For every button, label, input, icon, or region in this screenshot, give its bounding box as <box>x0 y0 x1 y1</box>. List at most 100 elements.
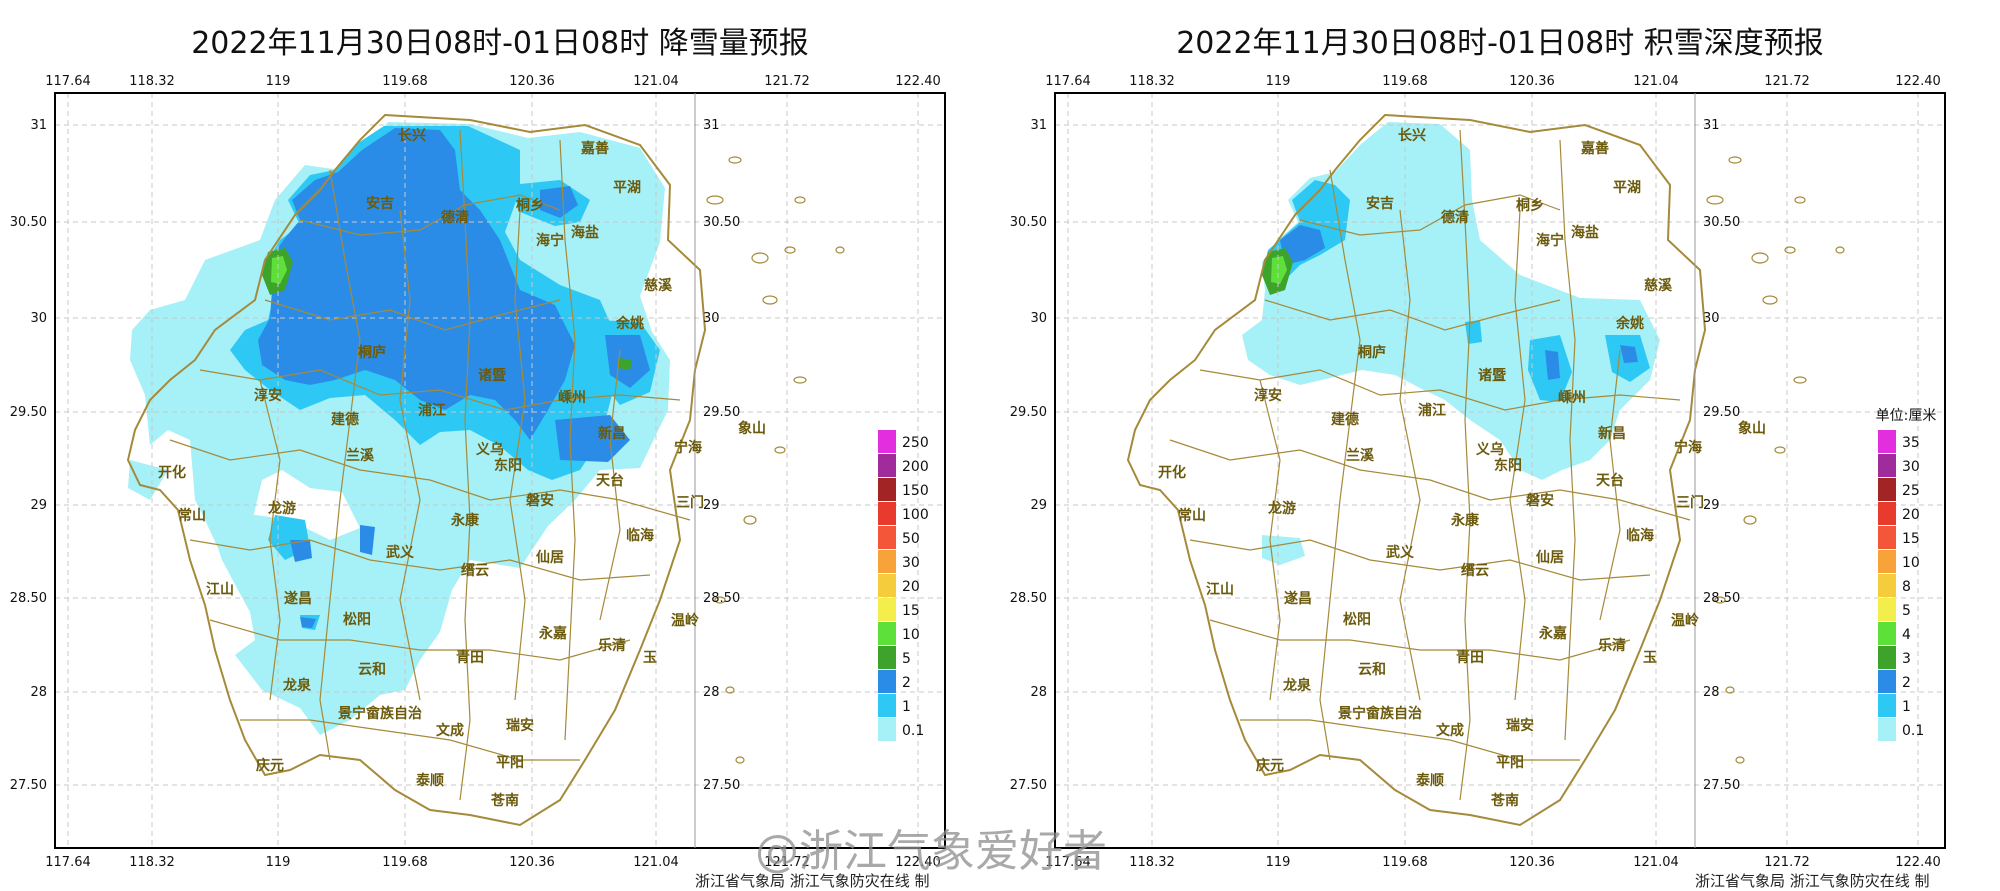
lon-tick-bottom: 118.32 <box>129 855 175 870</box>
city-label: 新昌 <box>598 425 626 442</box>
county-boundary <box>399 209 421 701</box>
lat-tick-left: 27.50 <box>10 778 47 793</box>
province-boundary <box>1126 113 1707 827</box>
lon-tick-top: 118.32 <box>129 74 175 89</box>
lon-tick-bottom: 119 <box>1266 855 1291 870</box>
depth-fill-4 <box>1271 256 1287 284</box>
map-frame: 117.64 117.64 118.32 118.32 119 119 119.68 119.… <box>1010 74 1946 870</box>
city-label: 开化 <box>158 464 186 481</box>
legend-swatch <box>1878 526 1896 549</box>
legend-swatch <box>878 574 896 597</box>
county-boundary <box>1259 379 1281 701</box>
city-label: 缙云 <box>1461 562 1489 579</box>
city-label: 永嘉 <box>1538 625 1567 642</box>
city-label: 浦江 <box>418 402 446 419</box>
snowfall-panel: 2022年11月30日08时-01日08时 降雪量预报 <box>0 0 1000 890</box>
lon-tick-top: 117.64 <box>45 74 91 89</box>
county-boundary <box>1559 139 1576 741</box>
island-outline <box>1735 756 1745 764</box>
county-boundary <box>1459 129 1471 801</box>
island-outline <box>1774 446 1786 454</box>
island-outline <box>1762 295 1778 305</box>
legend-swatch <box>878 670 896 693</box>
legend-swatch <box>1878 430 1896 453</box>
county-boundary <box>1509 209 1526 701</box>
city-label: 淳安 <box>254 387 282 404</box>
city-label: 平阳 <box>496 755 524 771</box>
lat-tick-right: 30 <box>1703 311 1720 326</box>
snowdepth-map-title: 2022年11月30日08时-01日08时 积雪深度预报 <box>1176 26 1824 61</box>
lat-tick-right: 31 <box>1703 118 1720 133</box>
city-label: 泰顺 <box>1415 772 1444 789</box>
city-label: 临海 <box>626 527 654 544</box>
city-label: 苍南 <box>490 792 519 809</box>
city-label: 瑞安 <box>506 717 534 734</box>
island-outline <box>1784 246 1796 254</box>
lat-tick-right: 28 <box>703 685 720 700</box>
city-label: 余姚 <box>615 315 644 332</box>
city-label: 松阳 <box>1343 611 1371 628</box>
city-label: 海宁 <box>1536 232 1564 249</box>
legend-label: 0.1 <box>1902 723 1924 739</box>
city-label: 庆元 <box>256 757 284 774</box>
city-label: 诸暨 <box>478 367 506 384</box>
city-label: 永嘉 <box>538 625 567 642</box>
island-outline <box>835 246 845 254</box>
city-label: 温岭 <box>671 612 699 629</box>
lat-tick-left: 31 <box>30 118 47 133</box>
legend-label: 20 <box>902 579 920 595</box>
island-outline <box>762 295 778 305</box>
island-outline <box>751 252 769 264</box>
lon-tick-bottom: 119.68 <box>382 855 428 870</box>
city-label: 东阳 <box>1494 457 1522 474</box>
city-label: 平湖 <box>1613 180 1641 196</box>
county-boundary <box>599 349 621 621</box>
island-outline <box>784 246 796 254</box>
city-label: 象山 <box>1738 420 1766 437</box>
city-label: 兰溪 <box>1346 447 1375 464</box>
city-label: 龙游 <box>1267 500 1296 517</box>
province-boundary <box>126 113 707 827</box>
legend-label: 5 <box>1902 603 1911 619</box>
snowdepth-panel: 2022年11月30日08时-01日08时 积雪深度预报 117.64 117.6… <box>1000 0 2000 890</box>
lon-tick-top: 119 <box>266 74 291 89</box>
island-outline <box>1743 515 1757 525</box>
county-boundary <box>240 719 580 761</box>
city-label: 开化 <box>1158 464 1186 481</box>
county-boundary <box>1240 719 1580 761</box>
legend: 250 200 150 100 50 30 20 15 10 5 2 1 0.1 <box>878 430 929 741</box>
lat-tick-right: 28.50 <box>703 591 740 606</box>
city-label: 三门 <box>676 494 704 511</box>
city-label: 嵊州 <box>558 389 586 406</box>
city-label: 景宁畲族自治 <box>338 705 422 722</box>
lat-tick-left: 28 <box>30 685 47 700</box>
lat-tick-left: 30 <box>30 311 47 326</box>
lon-tick-top: 122.40 <box>895 74 941 89</box>
city-label: 安吉 <box>1366 195 1394 212</box>
legend-swatch <box>878 718 896 741</box>
lon-tick-top: 120.36 <box>1509 74 1555 89</box>
lat-tick-left: 28.50 <box>1010 591 1047 606</box>
legend-label: 250 <box>902 435 929 451</box>
lat-tick-left: 29 <box>30 498 47 513</box>
city-label: 武义 <box>1386 544 1414 561</box>
lon-tick-top: 122.40 <box>1895 74 1941 89</box>
legend-swatch <box>1878 718 1896 741</box>
legend-swatch <box>1878 622 1896 645</box>
county-boundary <box>1599 349 1621 621</box>
legend-swatch <box>1878 670 1896 693</box>
city-label: 温岭 <box>1671 612 1699 629</box>
city-label: 遂昌 <box>1284 590 1312 607</box>
lat-tick-left: 27.50 <box>1010 778 1047 793</box>
city-label: 永康 <box>1450 512 1480 529</box>
city-label: 长兴 <box>398 127 426 144</box>
coastal-islands <box>706 156 845 764</box>
city-label: 新昌 <box>1598 425 1626 442</box>
city-label: 慈溪 <box>1644 277 1673 294</box>
legend-swatch <box>878 502 896 525</box>
city-label: 淳安 <box>1254 387 1282 404</box>
city-label: 苍南 <box>1490 792 1519 809</box>
city-label: 建德 <box>331 411 359 428</box>
snowdepth-map: 117.64 117.64 118.32 118.32 119 119 119.68 119.… <box>1010 74 1946 870</box>
